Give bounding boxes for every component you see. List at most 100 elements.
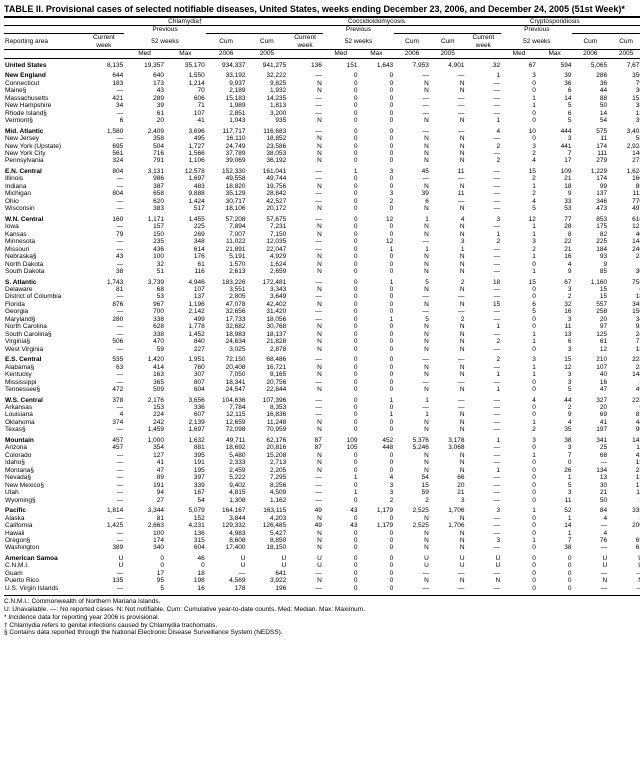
table-row: Mississippi—36580718,34120,756—00———0316… xyxy=(4,379,640,386)
cell: N xyxy=(287,544,323,551)
cell: 0 xyxy=(323,301,359,308)
cell: 3,343 xyxy=(246,286,287,293)
cell: 1,697 xyxy=(165,426,206,433)
cell: — xyxy=(83,87,124,94)
cell: — xyxy=(287,316,323,323)
cell: — xyxy=(466,165,502,175)
cell: 1,308 xyxy=(206,497,247,504)
cell: — xyxy=(83,183,124,190)
cell: 470 xyxy=(124,338,165,345)
cell: 81 xyxy=(124,515,165,522)
cell: 561 xyxy=(83,150,124,157)
table-row: Guam—1718—641—00———00—— xyxy=(4,570,640,577)
cell: — xyxy=(466,293,502,300)
cell: 111 xyxy=(572,150,608,157)
cell: — xyxy=(466,261,502,268)
cell: 49 xyxy=(287,504,323,514)
col-week-3 xyxy=(466,50,502,58)
cell: 3 xyxy=(501,143,537,150)
cell: 0 xyxy=(501,293,537,300)
cell: — xyxy=(466,183,502,190)
cell: U xyxy=(287,562,323,569)
cell: 163,115 xyxy=(246,504,287,514)
cell: 1,706 xyxy=(430,522,466,529)
cell: N xyxy=(394,143,430,150)
cell: 0 xyxy=(323,293,359,300)
cell: 99 xyxy=(572,183,608,190)
cell: 57,675 xyxy=(246,213,287,223)
cell: 3 xyxy=(466,504,502,514)
cell: — xyxy=(287,246,323,253)
cell: N xyxy=(430,386,466,393)
cell: 32,682 xyxy=(206,323,247,330)
cell: — xyxy=(430,125,466,135)
cell: 620 xyxy=(124,198,165,205)
row-label: American Samoa xyxy=(4,552,83,562)
cell: 174 xyxy=(124,537,165,544)
cell: — xyxy=(83,331,124,338)
cell: 210 xyxy=(572,353,608,363)
cell: 0 xyxy=(323,183,359,190)
cell: 0 xyxy=(359,175,395,182)
table-row: New Hampshire3439711,9891,813—00———15503… xyxy=(4,102,640,109)
table-row: Iowa—1572257,8947,231N00NN—128175121 xyxy=(4,223,640,230)
cell: 1,550 xyxy=(165,69,206,79)
cell: 0 xyxy=(501,497,537,504)
cell: — xyxy=(430,293,466,300)
cell: U xyxy=(608,562,640,569)
cell: N xyxy=(287,386,323,393)
cell: 4,983 xyxy=(206,530,247,537)
cell: U xyxy=(246,562,287,569)
cell: N xyxy=(394,223,430,230)
cell: 34 xyxy=(608,316,640,323)
cell: 269 xyxy=(165,231,206,238)
cell: 0 xyxy=(359,552,395,562)
cell: N xyxy=(287,87,323,94)
cell: 0 xyxy=(323,308,359,315)
cell: 197 xyxy=(572,426,608,433)
cell: 63 xyxy=(83,364,124,371)
cell: 20 xyxy=(430,482,466,489)
cell: — xyxy=(466,205,502,212)
cell: 116 xyxy=(165,268,206,275)
cell: 0 xyxy=(501,286,537,293)
cell: 517 xyxy=(165,205,206,212)
cell: N xyxy=(430,338,466,345)
cell: 3 xyxy=(608,497,640,504)
table-row: New Jersey—35849516,11018,852N00NN—03115… xyxy=(4,135,640,142)
cell: 1 xyxy=(394,411,430,418)
cell: 50 xyxy=(572,102,608,109)
cell: 614 xyxy=(165,246,206,253)
cell: 1,743 xyxy=(83,276,124,286)
cell: 4,569 xyxy=(206,577,247,584)
cell: 0 xyxy=(323,69,359,79)
cell: N xyxy=(287,467,323,474)
cell: 12,115 xyxy=(206,411,247,418)
cell: 7,007 xyxy=(206,231,247,238)
cell: 0 xyxy=(359,323,395,330)
cell: 4,815 xyxy=(206,489,247,496)
cell: 24,634 xyxy=(206,338,247,345)
cell: 279 xyxy=(572,157,608,164)
cell: 1 xyxy=(537,515,573,522)
row-label: Alabama§ xyxy=(4,364,83,371)
row-label: Texas§ xyxy=(4,426,83,433)
cell: 21 xyxy=(572,489,608,496)
cell: N xyxy=(287,286,323,293)
cell: 4,929 xyxy=(246,253,287,260)
cell: 43 xyxy=(83,253,124,260)
footnote-line: † Chlamydia refers to genital infections… xyxy=(4,622,640,630)
row-label: Maryland§ xyxy=(4,316,83,323)
cell: 1 xyxy=(501,338,537,345)
cell: 3 xyxy=(537,286,573,293)
cell: — xyxy=(466,585,502,592)
cell: 0 xyxy=(323,515,359,522)
cell: — xyxy=(83,404,124,411)
cell: 448 xyxy=(359,444,395,451)
cell: 12 xyxy=(359,213,395,223)
cell: 389 xyxy=(83,544,124,551)
row-label: Alaska xyxy=(4,515,83,522)
cell: 38 xyxy=(608,102,640,109)
cell: — xyxy=(287,497,323,504)
cell: 37,789 xyxy=(206,150,247,157)
